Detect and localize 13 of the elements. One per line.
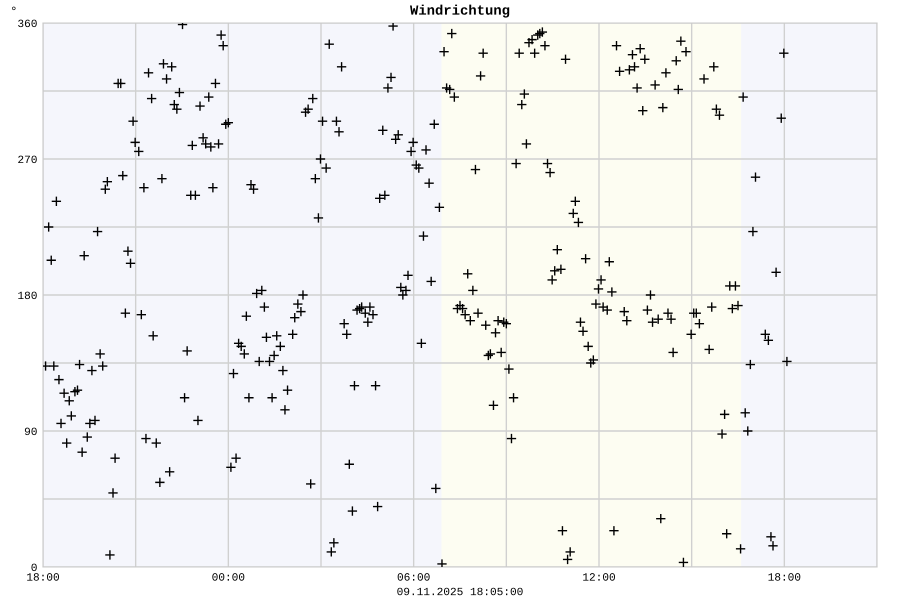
x-tick-label: 12:00 — [583, 573, 615, 581]
x-axis-title: 09.11.2025 18:05:00 — [397, 588, 523, 596]
chart-title: Windrichtung — [410, 4, 510, 18]
x-tick-label: 00:00 — [212, 573, 244, 581]
x-tick-label: 18:00 — [768, 573, 800, 581]
y-tick-label: 90 — [24, 428, 37, 436]
y-axis-title: ° — [12, 6, 16, 10]
y-tick-label: 270 — [18, 156, 37, 164]
y-tick-label: 180 — [18, 292, 37, 300]
y-tick-label: 0 — [31, 564, 37, 572]
x-tick-label: 06:00 — [398, 573, 430, 581]
y-tick-label: 360 — [18, 20, 37, 28]
x-tick-label: 18:00 — [27, 573, 59, 581]
